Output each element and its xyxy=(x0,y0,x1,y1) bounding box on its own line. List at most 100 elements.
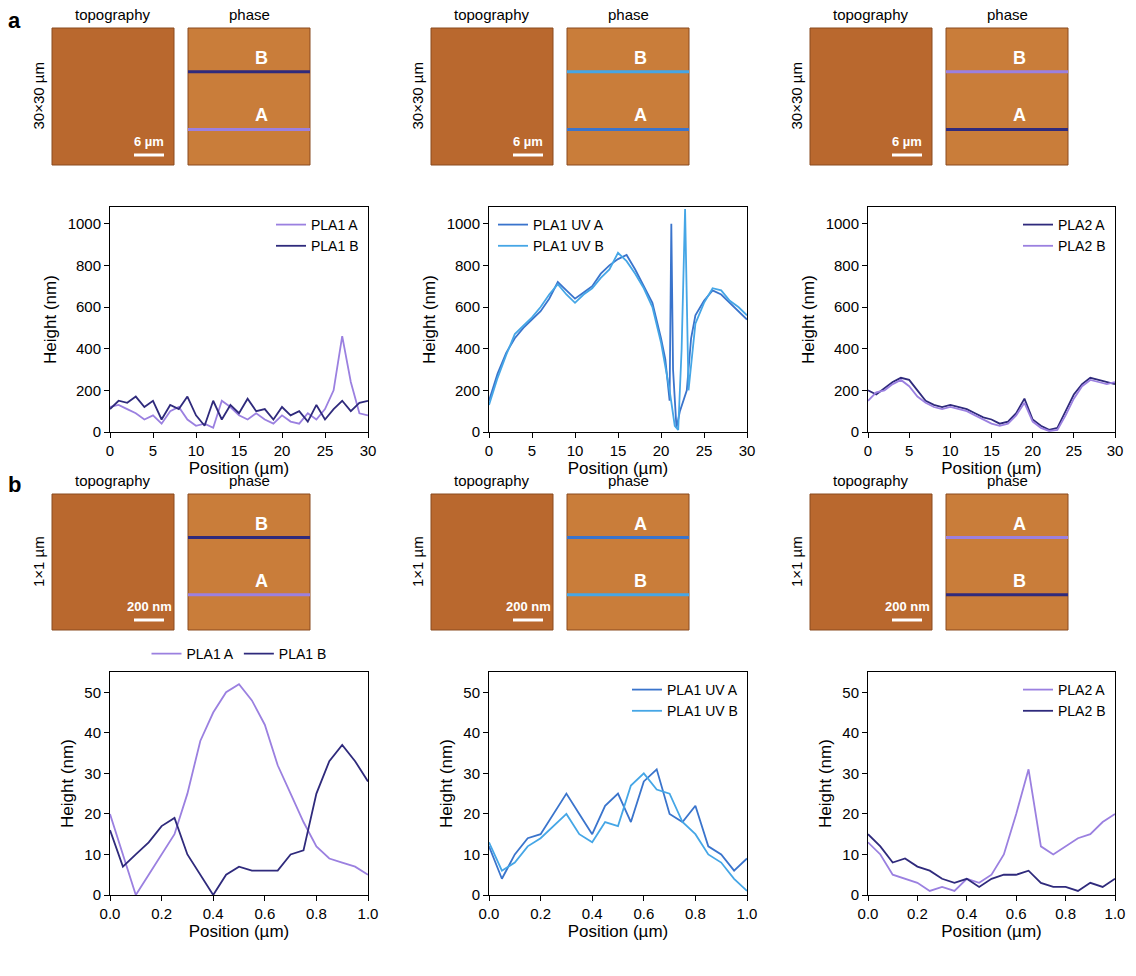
svg-text:0: 0 xyxy=(851,886,859,903)
svg-text:0.4: 0.4 xyxy=(956,905,977,922)
svg-text:800: 800 xyxy=(76,257,101,274)
svg-text:15: 15 xyxy=(983,442,1000,459)
svg-text:6 µm: 6 µm xyxy=(134,134,164,149)
svg-text:1000: 1000 xyxy=(68,215,101,232)
svg-text:6 µm: 6 µm xyxy=(892,134,922,149)
svg-text:25: 25 xyxy=(317,442,334,459)
svg-text:200 nm: 200 nm xyxy=(127,599,172,614)
svg-text:1000: 1000 xyxy=(447,215,480,232)
svg-text:PLA2 B: PLA2 B xyxy=(1058,238,1105,254)
svg-text:1.0: 1.0 xyxy=(358,905,379,922)
svg-text:A: A xyxy=(1013,105,1026,125)
svg-text:40: 40 xyxy=(84,724,101,741)
svg-text:5: 5 xyxy=(905,442,913,459)
svg-text:phase: phase xyxy=(229,6,270,23)
svg-text:600: 600 xyxy=(455,298,480,315)
svg-text:PLA2 B: PLA2 B xyxy=(1058,703,1105,719)
svg-text:topography: topography xyxy=(75,6,151,23)
svg-text:1×1 µm: 1×1 µm xyxy=(409,536,426,587)
svg-text:20: 20 xyxy=(653,442,670,459)
svg-text:A: A xyxy=(634,514,647,534)
svg-text:20: 20 xyxy=(842,805,859,822)
svg-text:0: 0 xyxy=(472,886,480,903)
svg-text:PLA1 UV B: PLA1 UV B xyxy=(533,238,604,254)
svg-text:0: 0 xyxy=(864,442,872,459)
svg-text:0.6: 0.6 xyxy=(1006,905,1027,922)
svg-text:B: B xyxy=(255,48,268,68)
svg-text:10: 10 xyxy=(567,442,584,459)
svg-text:PLA1 A: PLA1 A xyxy=(311,217,358,233)
svg-text:30: 30 xyxy=(739,442,756,459)
svg-text:Height (nm): Height (nm) xyxy=(58,739,77,828)
svg-text:0.0: 0.0 xyxy=(858,905,879,922)
svg-text:0: 0 xyxy=(93,886,101,903)
svg-text:0.4: 0.4 xyxy=(203,905,224,922)
svg-text:Position (µm): Position (µm) xyxy=(941,459,1041,478)
svg-text:200 nm: 200 nm xyxy=(506,599,551,614)
svg-text:PLA1 UV B: PLA1 UV B xyxy=(667,703,738,719)
svg-text:20: 20 xyxy=(463,805,480,822)
svg-text:0: 0 xyxy=(485,442,493,459)
svg-text:10: 10 xyxy=(463,846,480,863)
svg-text:topography: topography xyxy=(454,472,530,489)
svg-text:200: 200 xyxy=(455,382,480,399)
svg-text:50: 50 xyxy=(463,684,480,701)
svg-text:10: 10 xyxy=(84,846,101,863)
svg-text:15: 15 xyxy=(231,442,248,459)
svg-text:PLA2 A: PLA2 A xyxy=(1058,217,1105,233)
svg-text:800: 800 xyxy=(834,257,859,274)
svg-text:1.0: 1.0 xyxy=(737,905,758,922)
svg-text:Height (nm): Height (nm) xyxy=(437,739,456,828)
svg-text:600: 600 xyxy=(834,298,859,315)
svg-text:Position (µm): Position (µm) xyxy=(189,459,289,478)
svg-text:PLA1 B: PLA1 B xyxy=(279,646,326,662)
svg-text:5: 5 xyxy=(528,442,536,459)
svg-text:topography: topography xyxy=(833,6,909,23)
svg-text:25: 25 xyxy=(1065,442,1082,459)
svg-text:B: B xyxy=(634,571,647,591)
svg-text:1000: 1000 xyxy=(826,215,859,232)
svg-text:20: 20 xyxy=(274,442,291,459)
svg-text:B: B xyxy=(1013,48,1026,68)
svg-text:10: 10 xyxy=(842,846,859,863)
svg-text:30: 30 xyxy=(463,765,480,782)
svg-text:PLA2 A: PLA2 A xyxy=(1058,682,1105,698)
svg-text:40: 40 xyxy=(463,724,480,741)
svg-text:b: b xyxy=(8,472,21,497)
svg-text:30×30 µm: 30×30 µm xyxy=(788,62,805,129)
svg-text:30×30 µm: 30×30 µm xyxy=(409,62,426,129)
svg-text:15: 15 xyxy=(610,442,627,459)
svg-text:50: 50 xyxy=(84,684,101,701)
svg-text:Position (µm): Position (µm) xyxy=(568,922,668,941)
svg-text:0.8: 0.8 xyxy=(306,905,327,922)
svg-text:0.2: 0.2 xyxy=(151,905,172,922)
svg-text:a: a xyxy=(8,8,21,33)
svg-text:30: 30 xyxy=(360,442,377,459)
svg-text:0: 0 xyxy=(93,423,101,440)
svg-text:Height (nm): Height (nm) xyxy=(420,275,439,364)
svg-text:0.6: 0.6 xyxy=(254,905,275,922)
svg-text:B: B xyxy=(634,48,647,68)
svg-text:0.2: 0.2 xyxy=(907,905,928,922)
svg-text:800: 800 xyxy=(455,257,480,274)
svg-text:0.6: 0.6 xyxy=(633,905,654,922)
svg-text:Height (nm): Height (nm) xyxy=(41,275,60,364)
svg-text:PLA1 UV A: PLA1 UV A xyxy=(533,217,604,233)
svg-text:PLA1 UV A: PLA1 UV A xyxy=(667,682,738,698)
svg-text:PLA1 B: PLA1 B xyxy=(311,238,358,254)
svg-text:phase: phase xyxy=(608,472,649,489)
svg-text:A: A xyxy=(255,105,268,125)
svg-text:400: 400 xyxy=(455,340,480,357)
svg-text:topography: topography xyxy=(833,472,909,489)
svg-text:0.8: 0.8 xyxy=(1055,905,1076,922)
svg-text:6 µm: 6 µm xyxy=(513,134,543,149)
svg-text:20: 20 xyxy=(1024,442,1041,459)
svg-text:Position (µm): Position (µm) xyxy=(568,459,668,478)
svg-text:1×1 µm: 1×1 µm xyxy=(788,536,805,587)
svg-text:topography: topography xyxy=(454,6,530,23)
svg-text:0.8: 0.8 xyxy=(685,905,706,922)
svg-text:400: 400 xyxy=(834,340,859,357)
svg-text:0.0: 0.0 xyxy=(100,905,121,922)
svg-text:0.2: 0.2 xyxy=(530,905,551,922)
svg-text:Position (µm): Position (µm) xyxy=(941,922,1041,941)
